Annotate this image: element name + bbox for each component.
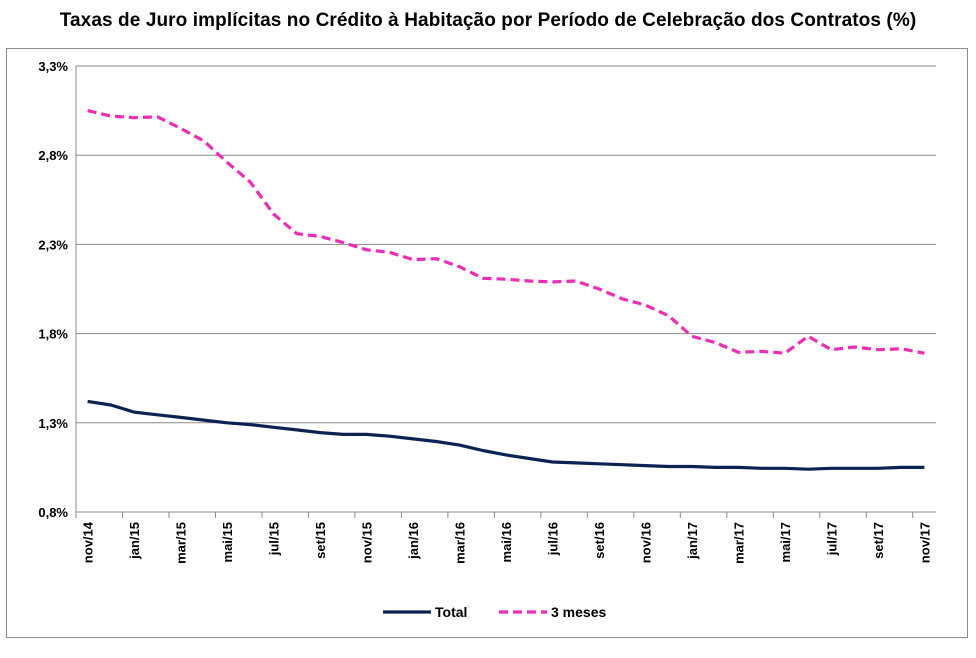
x-tick-label: nov/16 xyxy=(638,522,653,563)
y-axis: 0,8% 1,3% 1,8% 2,3% 2,8% 3,3% xyxy=(38,59,68,520)
x-tick-label: jul/16 xyxy=(545,522,560,556)
x-tick-label: nov/17 xyxy=(917,522,932,563)
x-tick-label: mar/15 xyxy=(174,522,189,564)
x-tick-label: nov/15 xyxy=(360,522,375,563)
chart-frame xyxy=(6,48,968,638)
legend-label: 3 meses xyxy=(551,604,606,620)
legend-label: Total xyxy=(435,604,467,620)
series-line-3-meses xyxy=(87,109,925,355)
x-tick-label: mar/17 xyxy=(731,522,746,564)
plot-area xyxy=(75,66,936,513)
y-tick-label: 1,8% xyxy=(38,327,68,342)
x-axis: nov/14 jan/15 mar/15 mai/15 jul/15 set/15 nov/… xyxy=(75,512,932,564)
x-tick-label: nov/14 xyxy=(81,521,96,563)
y-tick-label: 1,3% xyxy=(38,416,68,431)
series-line-total xyxy=(87,399,925,471)
x-tick-label: mai/15 xyxy=(220,522,235,562)
y-tick-label: 3,3% xyxy=(38,59,68,74)
x-tick-label: mar/16 xyxy=(453,522,468,564)
x-tick-label: set/17 xyxy=(871,522,886,559)
y-tick-label: 2,3% xyxy=(38,237,68,252)
x-tick-label: set/16 xyxy=(592,522,607,559)
legend: Total 3 meses xyxy=(383,604,606,620)
x-tick-label: set/15 xyxy=(313,522,328,559)
gridlines xyxy=(76,65,936,513)
y-tick-label: 2,8% xyxy=(38,148,68,163)
x-tick-label: mai/16 xyxy=(499,522,514,562)
y-tick-label: 0,8% xyxy=(38,505,68,520)
x-tick-label: mai/17 xyxy=(778,522,793,562)
series-lines xyxy=(87,109,925,471)
x-tick-label: jan/15 xyxy=(127,522,142,560)
x-tick-label: jan/17 xyxy=(685,522,700,560)
x-tick-label: jan/16 xyxy=(406,522,421,560)
chart-title: Taxas de Juro implícitas no Crédito à Ha… xyxy=(59,10,917,31)
x-tick-label: jul/17 xyxy=(824,522,839,556)
x-tick-label: jul/15 xyxy=(267,522,282,556)
